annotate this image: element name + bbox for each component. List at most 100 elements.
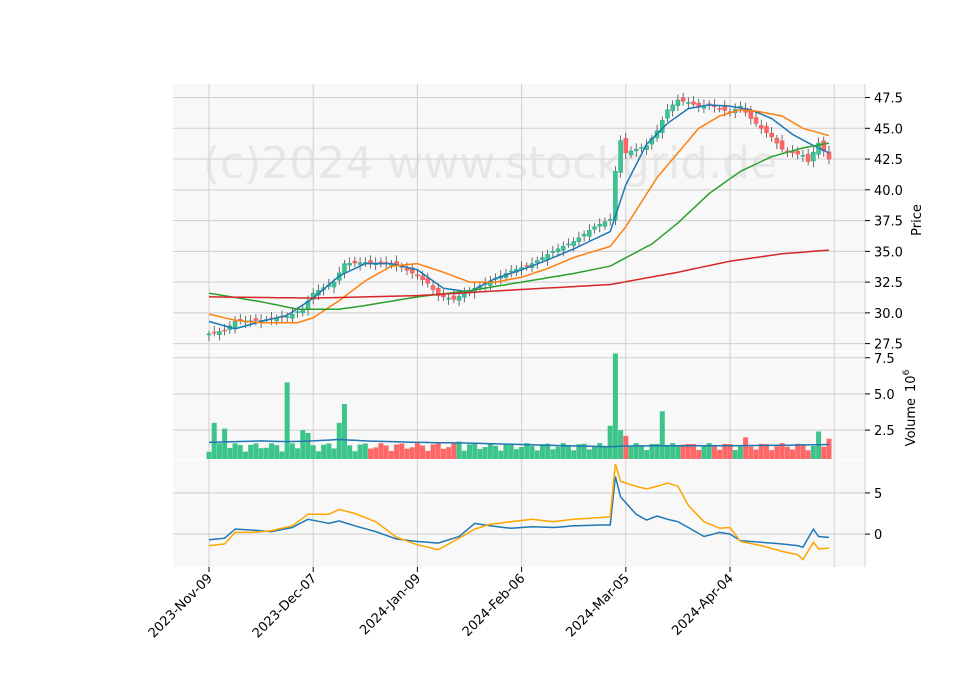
candle — [686, 97, 691, 110]
candle-body-up — [347, 263, 352, 266]
candle — [581, 230, 587, 242]
candle-body-up — [675, 99, 681, 106]
volume-bar — [732, 449, 738, 459]
volume-bar — [607, 425, 613, 459]
volume-bar — [560, 443, 566, 459]
volume-bar — [227, 447, 233, 459]
candle — [352, 256, 358, 267]
volume-bar — [623, 435, 629, 459]
volume-bar — [758, 443, 764, 459]
volume-bars — [206, 353, 832, 459]
candle-body-up — [639, 147, 644, 149]
volume-bar — [722, 443, 728, 459]
volume-bar — [487, 443, 493, 459]
candle — [435, 283, 441, 302]
candle — [357, 257, 363, 271]
candle-body-up — [555, 248, 561, 252]
volume-bar — [670, 443, 676, 459]
candle — [670, 100, 675, 117]
candle-body-up — [566, 243, 571, 246]
candle — [576, 231, 582, 246]
candle-body-down — [717, 108, 722, 110]
volume-bar — [206, 451, 212, 459]
volume-bar — [331, 448, 337, 459]
volume-bar — [743, 437, 749, 459]
volume-bar — [711, 446, 717, 459]
volume-bar — [404, 448, 410, 459]
candle — [347, 257, 352, 271]
line-ma20 — [208, 109, 830, 324]
volume-bar — [284, 382, 290, 459]
volume-bar — [534, 450, 540, 459]
volume-bar — [769, 450, 775, 459]
volume-bar — [717, 449, 723, 459]
volume-bar — [269, 443, 275, 459]
volume-bar — [289, 443, 295, 459]
price-tick-label: 45.0 — [874, 122, 903, 137]
candle-body-up — [342, 263, 347, 274]
candle — [774, 134, 780, 150]
volume-bar — [529, 445, 535, 459]
volume-tick-label: 5.0 — [874, 388, 895, 403]
volume-tick-label: 7.5 — [874, 352, 895, 367]
x-tick-label: 2023-Nov-09 — [146, 571, 216, 641]
volume-bar — [545, 443, 551, 459]
volume-bar — [420, 445, 426, 459]
candle — [368, 255, 373, 269]
volume-bar — [550, 449, 556, 459]
candle-body-up — [508, 270, 514, 273]
candle-body-up — [232, 321, 238, 328]
candle-body-up — [592, 226, 597, 230]
volume-bar — [748, 446, 754, 459]
volume-bar — [696, 449, 702, 459]
volume-bar — [779, 443, 785, 459]
volume-bar — [737, 446, 743, 459]
candle — [430, 280, 436, 296]
candle — [779, 134, 785, 153]
volume-bar — [446, 447, 452, 459]
oscillator-tick-label: 5 — [874, 487, 882, 502]
x-tick-label: 2023-Dec-07 — [250, 571, 320, 641]
candle — [524, 262, 530, 271]
candle-body-down — [826, 151, 832, 160]
volume-bar — [253, 443, 259, 459]
candle — [633, 143, 639, 157]
candle — [232, 315, 238, 334]
volume-bar — [503, 444, 509, 459]
volume-bar — [461, 450, 467, 459]
volume-bar — [576, 444, 582, 459]
candle-body-down — [430, 285, 436, 290]
volume-bar — [326, 443, 332, 459]
volume-bar — [216, 443, 222, 459]
volume-bar — [347, 445, 353, 459]
candle-body-down — [435, 287, 441, 296]
candle — [290, 308, 295, 323]
candle — [639, 143, 644, 153]
volume-bar — [644, 450, 650, 459]
candle — [753, 112, 759, 127]
candle-body-up — [295, 311, 300, 313]
candle-body-down — [441, 295, 446, 298]
volume-bar — [263, 447, 269, 459]
volume-bar — [352, 451, 358, 459]
candle-body-down — [524, 265, 530, 267]
volume-bar — [565, 445, 571, 459]
volume-bar — [519, 446, 525, 459]
candle — [805, 148, 811, 166]
volume-tick-label: 2.5 — [874, 424, 895, 439]
candle-body-down — [774, 137, 780, 144]
volume-bar — [310, 445, 316, 459]
candle-body-down — [779, 140, 785, 150]
price-tick-label: 35.0 — [874, 245, 903, 260]
volume-bar — [539, 444, 545, 459]
volume-bar — [409, 447, 415, 459]
candle — [555, 243, 561, 257]
volume-bar — [211, 422, 217, 459]
candle — [284, 312, 290, 323]
candle — [811, 147, 816, 168]
price-tick-label: 32.5 — [874, 276, 903, 291]
candle — [680, 92, 686, 106]
volume-bar — [810, 446, 816, 459]
candle-body-up — [550, 251, 556, 253]
oscillator-tick-label: 0 — [874, 528, 882, 543]
